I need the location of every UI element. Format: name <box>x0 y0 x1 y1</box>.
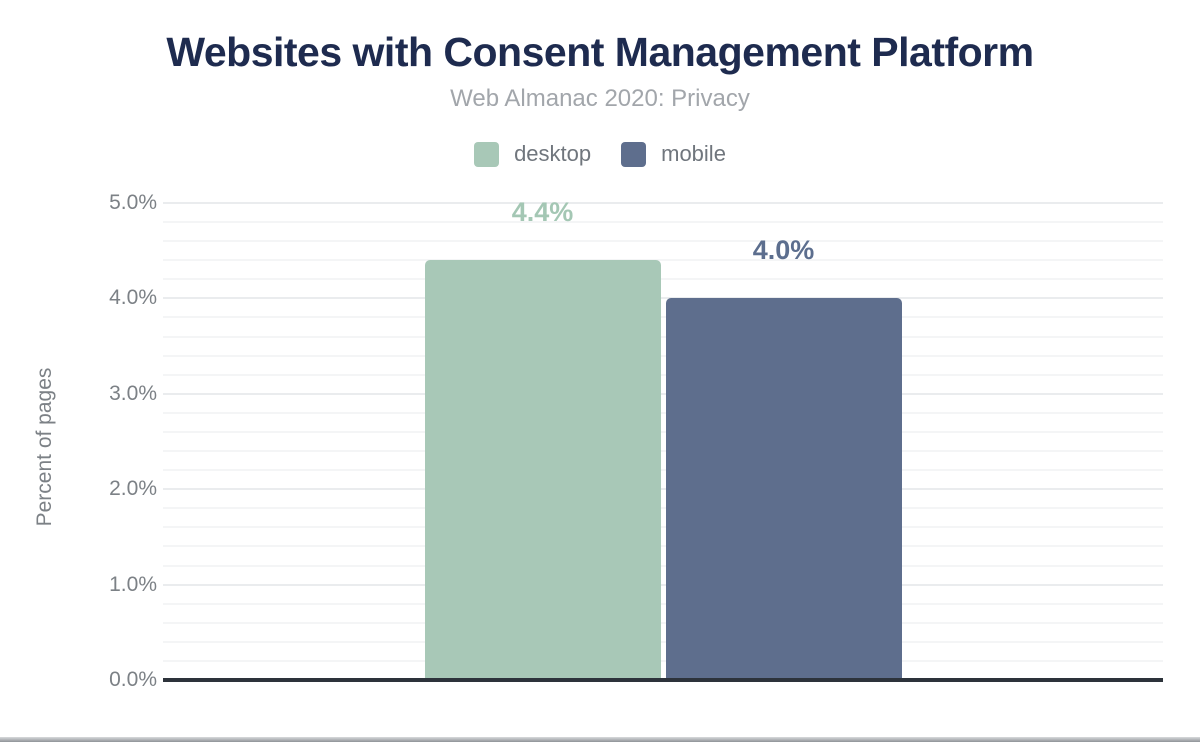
minor-gridline <box>163 430 1163 433</box>
bar-mobile[interactable] <box>665 298 902 680</box>
minor-gridline <box>163 411 1163 414</box>
major-gridline <box>163 392 1163 395</box>
chart-title: Websites with Consent Management Platfor… <box>166 29 1034 75</box>
minor-gridline <box>163 621 1163 624</box>
major-gridline <box>163 297 1163 300</box>
minor-gridline <box>163 545 1163 548</box>
y-tick-label: 0.0% <box>109 668 157 691</box>
y-tick-label: 2.0% <box>109 477 157 501</box>
legend-item-mobile: mobile <box>621 141 726 167</box>
minor-gridline <box>163 564 1163 567</box>
x-axis-line <box>163 678 1163 682</box>
major-gridline <box>163 488 1163 491</box>
minor-gridline <box>163 316 1163 319</box>
value-label-desktop: 4.4% <box>511 197 574 228</box>
minor-gridline <box>163 373 1163 376</box>
minor-gridline <box>163 450 1163 453</box>
minor-gridline <box>163 526 1163 529</box>
desktop-series-swatch <box>474 141 500 167</box>
minor-gridline <box>163 278 1163 281</box>
legend: desktop mobile <box>0 141 1200 167</box>
y-tick-label: 4.0% <box>109 286 157 310</box>
y-axis-title: Percent of pages <box>33 367 56 527</box>
minor-gridline <box>163 659 1163 662</box>
minor-gridline <box>163 507 1163 510</box>
minor-gridline <box>163 259 1163 262</box>
bar-desktop[interactable] <box>424 260 661 680</box>
major-gridline <box>163 583 1163 586</box>
y-tick-label: 5.0% <box>109 191 157 214</box>
legend-label-desktop: desktop <box>514 141 592 166</box>
minor-gridline <box>163 354 1163 357</box>
major-gridline <box>163 202 1163 204</box>
value-label-mobile: 4.0% <box>752 235 815 266</box>
y-tick-label: 3.0% <box>109 381 157 405</box>
legend-item-desktop: desktop <box>474 141 591 167</box>
minor-gridline <box>163 221 1163 224</box>
y-axis-tick-labels: 0.0% 1.0% 2.0% 3.0% 4.0% 5.0% <box>57 0 157 742</box>
plot-area: 4.4% 4.0% <box>163 198 1163 680</box>
bottom-divider <box>0 737 1200 742</box>
minor-gridline <box>163 640 1163 643</box>
mobile-series-swatch <box>621 141 647 167</box>
minor-gridline <box>163 602 1163 605</box>
minor-gridline <box>163 469 1163 472</box>
y-tick-label: 1.0% <box>109 572 157 596</box>
chart-subtitle: Web Almanac 2020: Privacy <box>450 85 750 112</box>
minor-gridline <box>163 240 1163 243</box>
minor-gridline <box>163 335 1163 338</box>
legend-label-mobile: mobile <box>661 141 726 166</box>
